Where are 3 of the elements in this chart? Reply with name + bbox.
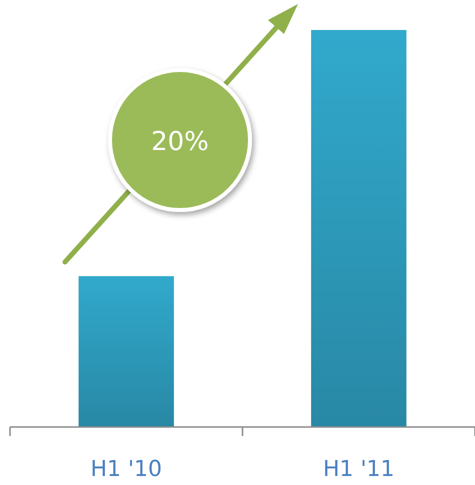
annotation: 20% xyxy=(151,127,209,157)
x-tick-label: H1 '10 xyxy=(90,457,162,482)
x-tick-label: H1 '11 xyxy=(322,457,395,482)
